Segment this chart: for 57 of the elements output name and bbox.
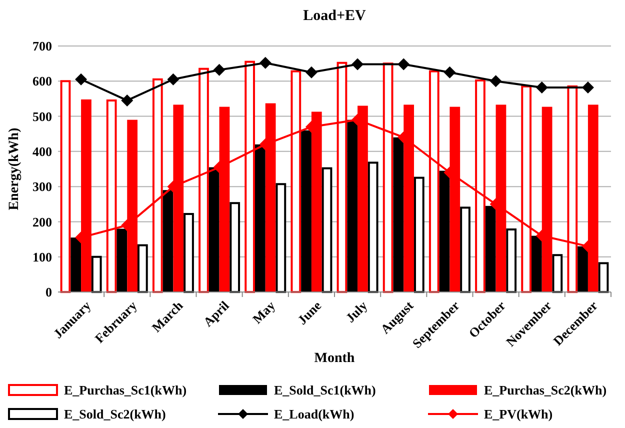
- legend-label: E_Sold_Sc2(kWh): [64, 406, 166, 422]
- point: [352, 58, 364, 70]
- point: [582, 81, 594, 94]
- y-tick-label: 300: [32, 179, 52, 194]
- bar: [184, 212, 194, 293]
- bar: [208, 167, 220, 292]
- bar: [414, 176, 424, 293]
- bar: [552, 254, 563, 293]
- point: [121, 94, 134, 106]
- bar: [322, 167, 332, 293]
- bar: [276, 183, 286, 293]
- point: [444, 66, 456, 78]
- y-tick-label: 400: [32, 144, 52, 159]
- bar: [393, 137, 404, 292]
- bar: [255, 144, 266, 292]
- bar: [439, 170, 450, 292]
- bar: [532, 236, 542, 292]
- bar: [301, 130, 312, 292]
- y-tick-label: 600: [32, 74, 52, 89]
- point: [213, 64, 226, 76]
- bar: [460, 206, 470, 293]
- point: [259, 56, 272, 69]
- x-tick-label: May: [249, 298, 278, 326]
- y-tick-label: 700: [32, 38, 52, 54]
- legend-label: E_PV(kWh): [484, 406, 553, 422]
- legend-label: E_Purchas_Sc2(kWh): [484, 382, 607, 398]
- bar: [91, 256, 102, 293]
- point: [490, 75, 502, 88]
- bar: [137, 244, 148, 293]
- legend-label: E_Load(kWh): [274, 406, 354, 422]
- bar: [598, 262, 609, 293]
- bar: [70, 238, 82, 292]
- point: [398, 58, 410, 70]
- x-tick-label: July: [342, 298, 370, 326]
- legend-label: E_Purchas_Sc1(kWh): [64, 382, 187, 398]
- point: [305, 66, 318, 78]
- legend-label: E_Sold_Sc1(kWh): [274, 382, 376, 398]
- bar: [347, 120, 358, 292]
- bar: [162, 190, 174, 292]
- x-tick-label: June: [294, 298, 324, 328]
- point: [167, 73, 180, 86]
- y-tick-label: 0: [46, 284, 52, 300]
- bar: [116, 228, 128, 292]
- bar: [230, 202, 240, 293]
- bar: [60, 80, 71, 293]
- y-tick-label: 200: [32, 214, 52, 230]
- bar: [578, 246, 588, 292]
- point: [75, 73, 88, 86]
- point: [536, 81, 548, 94]
- bar: [506, 228, 517, 293]
- y-axis-title: Energy(kWh): [7, 127, 22, 210]
- chart-title: Load+EV: [303, 8, 366, 24]
- y-tick-label: 100: [32, 249, 52, 264]
- x-axis-title: Month: [314, 351, 355, 366]
- bar: [485, 206, 496, 292]
- bar: [368, 162, 378, 293]
- y-tick-label: 500: [32, 108, 52, 124]
